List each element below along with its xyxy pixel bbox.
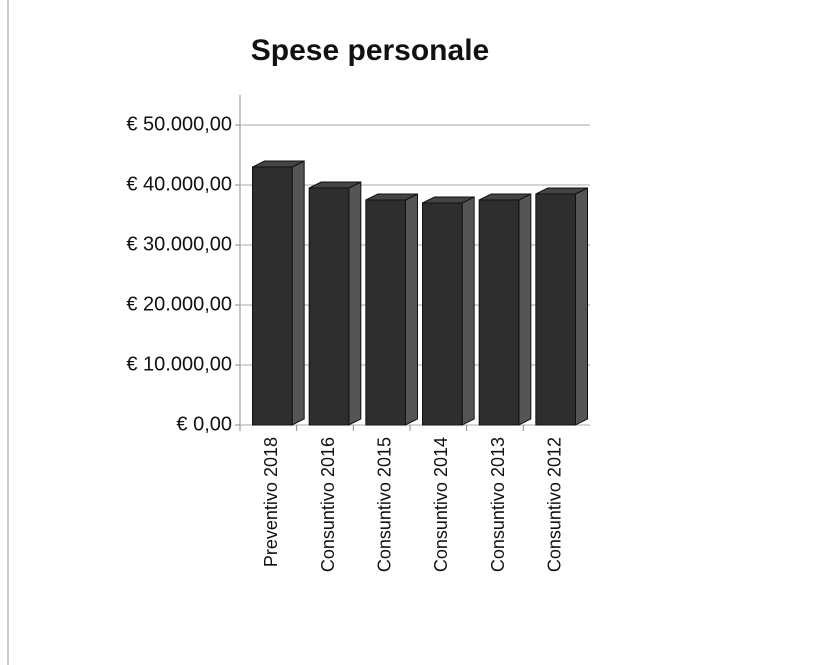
y-tick-label: € 50.000,00 — [126, 113, 232, 135]
x-tick-label: Consuntivo 2014 — [431, 437, 451, 572]
bar — [535, 193, 576, 426]
bar-side — [291, 160, 305, 426]
y-tick-label: € 40.000,00 — [126, 173, 232, 195]
y-tick-label: € 20.000,00 — [126, 293, 232, 315]
bar-side — [348, 181, 362, 426]
bar — [308, 187, 350, 426]
y-tick-label: € 0,00 — [176, 413, 232, 435]
bar-side — [518, 193, 532, 426]
bar — [422, 202, 463, 426]
bar-side — [405, 193, 418, 426]
x-tick-label: Preventivo 2018 — [261, 437, 281, 567]
y-tick-label: € 10.000,00 — [126, 353, 232, 375]
x-tick-label: Consuntivo 2016 — [318, 437, 338, 572]
y-tick-label: € 30.000,00 — [126, 233, 232, 255]
x-tick-label: Consuntivo 2013 — [488, 437, 508, 572]
bar — [365, 199, 407, 426]
x-tick-label: Consuntivo 2012 — [544, 437, 564, 572]
bar — [252, 166, 293, 426]
chart-title: Spese personale — [251, 34, 489, 67]
bar — [478, 199, 520, 426]
bar-side — [575, 187, 588, 426]
x-tick-label: Consuntivo 2015 — [374, 437, 394, 572]
bar-side — [461, 196, 475, 426]
